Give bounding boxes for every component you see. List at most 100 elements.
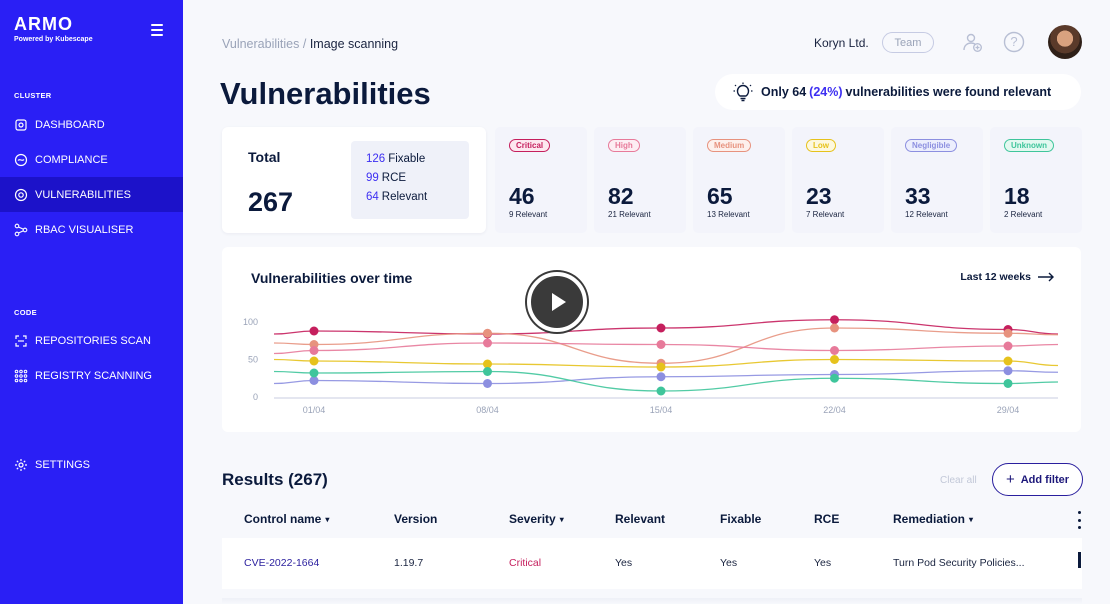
data-point [309,376,319,385]
breadcrumb-separator: / [302,37,307,51]
chevron-down-icon: ▾ [969,514,974,524]
team-badge[interactable]: Team [882,32,934,53]
severity-count: 23 [806,183,832,209]
column-label: Control name [244,512,322,526]
chart-card: Vulnerabilities over time Last 12 weeks … [222,247,1081,432]
severity-relevant: 9 Relevant [509,210,548,219]
clear-all-link[interactable]: Clear all [940,475,977,486]
severity-relevant: 12 Relevant [905,210,948,219]
line-chart: 0 50 100 01/04 08/04 15/04 22/04 29/04 [243,315,1059,415]
y-tick-label: 50 [248,355,258,365]
cell-control-name[interactable]: CVE-2022-1664 [244,557,320,569]
severity-count: 65 [707,183,733,209]
severity-count: 82 [608,183,634,209]
org-name[interactable]: Koryn Ltd. [814,36,869,50]
total-value: 267 [248,187,294,217]
column-header-control-name[interactable]: Control name ▾ [244,512,329,526]
data-point [309,326,319,336]
chevron-down-icon: ▾ [325,514,330,524]
menu-icon[interactable] [151,24,163,36]
sidebar-item-repositories-scan[interactable]: REPOSITORIES SCAN [0,323,183,358]
stat-label: RCE [381,172,407,184]
stat-relevant: 64 Relevant [366,191,469,210]
sidebar-item-vulnerabilities[interactable]: VULNERABILITIES [0,177,183,212]
data-point [309,356,319,366]
add-filter-label: Add filter [1020,473,1070,486]
severity-badge: Unknown [1004,139,1054,152]
section-title-cluster: CLUSTER [14,91,52,100]
severity-badge: High [608,139,640,152]
add-filter-button[interactable]: + Add filter [992,463,1083,496]
section-title-code: CODE [14,308,37,317]
severity-card-high[interactable]: High 82 21 Relevant [594,127,686,233]
severity-card-low[interactable]: Low 23 7 Relevant [792,127,884,233]
sidebar-item-registry-scanning[interactable]: REGISTRY SCANNING [0,358,183,393]
cell-fixable: Yes [720,557,738,569]
column-header-severity[interactable]: Severity ▾ [509,512,564,526]
cell-relevant: Yes [615,557,633,569]
data-point [309,346,319,355]
help-icon[interactable]: ? [1003,31,1025,53]
column-label: RCE [814,512,840,526]
severity-relevant: 13 Relevant [707,210,750,219]
column-header-version: Version [394,512,437,526]
data-point [656,362,666,372]
help-glyph: ? [1010,34,1018,49]
stat-number: 99 [366,172,379,184]
severity-card-negligible[interactable]: Negligible 33 12 Relevant [891,127,983,233]
data-point [830,323,839,333]
severity-badge: Negligible [905,139,958,152]
logo-text: ARMO [14,14,73,34]
logo-subtitle: Powered by Kubescape [14,36,93,43]
chart-range-label: Last 12 weeks [960,271,1031,283]
data-point [483,379,492,388]
severity-count: 33 [905,183,931,209]
row-indicator [1078,552,1081,568]
sidebar-item-label: COMPLIANCE [35,153,108,166]
cell-remediation: Turn Pod Security Policies... [893,557,1025,569]
sidebar-item-compliance[interactable]: COMPLIANCE [0,142,183,177]
sidebar-item-settings[interactable]: SETTINGS [0,447,183,482]
page-title: Vulnerabilities [220,76,431,111]
breadcrumb-parent[interactable]: Vulnerabilities [222,37,300,51]
dashboard-icon [14,118,28,132]
severity-card-critical[interactable]: Critical 46 9 Relevant [495,127,587,233]
more-options-icon[interactable] [1076,511,1082,529]
sidebar-item-rbac-visualiser[interactable]: RBAC VISUALISER [0,212,183,247]
rbac-icon [14,223,28,237]
column-label: Relevant [615,512,666,526]
sidebar-item-label: VULNERABILITIES [35,188,131,201]
settings-icon [14,458,28,472]
data-point [483,359,492,369]
data-point [1003,341,1013,351]
data-point [1003,356,1013,366]
column-label: Fixable [720,512,762,526]
stat-label: Relevant [381,191,428,203]
severity-card-medium[interactable]: Medium 65 13 Relevant [693,127,785,233]
chart-range-selector[interactable]: Last 12 weeks [960,271,1055,283]
data-point [656,323,666,333]
data-point [1003,366,1013,376]
severity-card-unknown[interactable]: Unknown 18 2 Relevant [990,127,1082,233]
series-line [273,327,1059,364]
data-point [1003,328,1013,338]
data-point [830,373,839,383]
total-label: Total [248,149,281,165]
plus-icon: + [1005,471,1015,488]
add-user-icon[interactable] [961,31,983,53]
y-tick-label: 100 [243,317,258,327]
sidebar-item-label: REGISTRY SCANNING [35,369,152,382]
severity-badge: Critical [509,139,551,152]
x-tick-label: 15/04 [650,405,673,415]
logo[interactable]: ARMO Powered by Kubescape [14,14,93,43]
stat-label: Fixable [388,153,426,165]
table-row[interactable] [222,538,1082,589]
sidebar-item-dashboard[interactable]: DASHBOARD [0,107,183,142]
total-card: Total 267 126 Fixable 99 RCE 64 Relevant [222,127,486,233]
column-header-remediation[interactable]: Remediation ▾ [893,512,973,526]
avatar[interactable] [1048,25,1082,59]
stat-fixable: 126 Fixable [366,153,469,172]
sidebar-item-label: REPOSITORIES SCAN [35,334,151,347]
play-video-button[interactable] [527,272,587,332]
cell-rce: Yes [814,557,832,569]
